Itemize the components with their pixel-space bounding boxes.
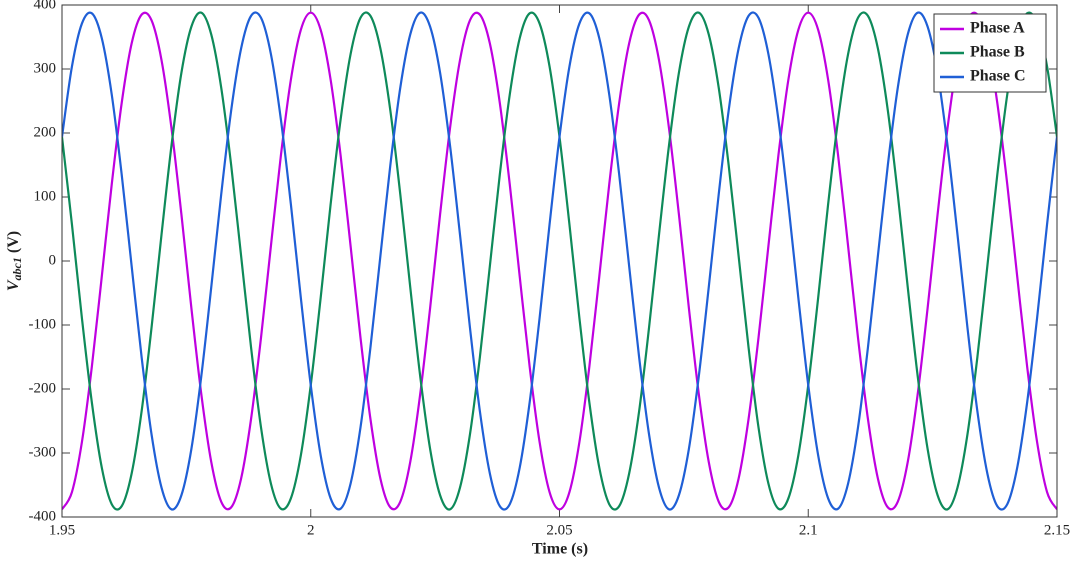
y-tick-label: -100	[29, 316, 57, 332]
y-axis-label: Vabc1 (V)	[5, 231, 24, 291]
series-line	[62, 11, 1057, 511]
y-tick-label: 400	[34, 0, 57, 12]
x-tick-label: 2.05	[546, 522, 572, 538]
x-tick-label: 1.95	[49, 522, 75, 538]
y-label-sub: abc1	[10, 257, 24, 280]
y-tick-label: 100	[34, 188, 57, 204]
y-tick-label: 200	[34, 124, 57, 140]
y-tick-label: -300	[29, 444, 57, 460]
series-line	[62, 11, 1057, 511]
y-tick-label: 0	[49, 252, 57, 268]
legend-label: Phase B	[970, 44, 1025, 61]
x-axis-label: Time (s)	[532, 541, 588, 558]
x-tick-label: 2.15	[1044, 522, 1070, 538]
y-tick-label: -400	[29, 508, 57, 524]
legend-label: Phase A	[970, 20, 1025, 37]
x-tick-label: 2	[307, 522, 315, 538]
y-label-main: V	[5, 279, 22, 291]
series-line	[62, 11, 1057, 511]
y-label-unit: (V)	[5, 231, 22, 253]
plot-frame	[61, 4, 1058, 518]
y-tick-label: -200	[29, 380, 57, 396]
legend-label: Phase C	[970, 68, 1026, 85]
y-tick-label: 300	[34, 60, 57, 76]
x-tick-label: 2.1	[799, 522, 818, 538]
